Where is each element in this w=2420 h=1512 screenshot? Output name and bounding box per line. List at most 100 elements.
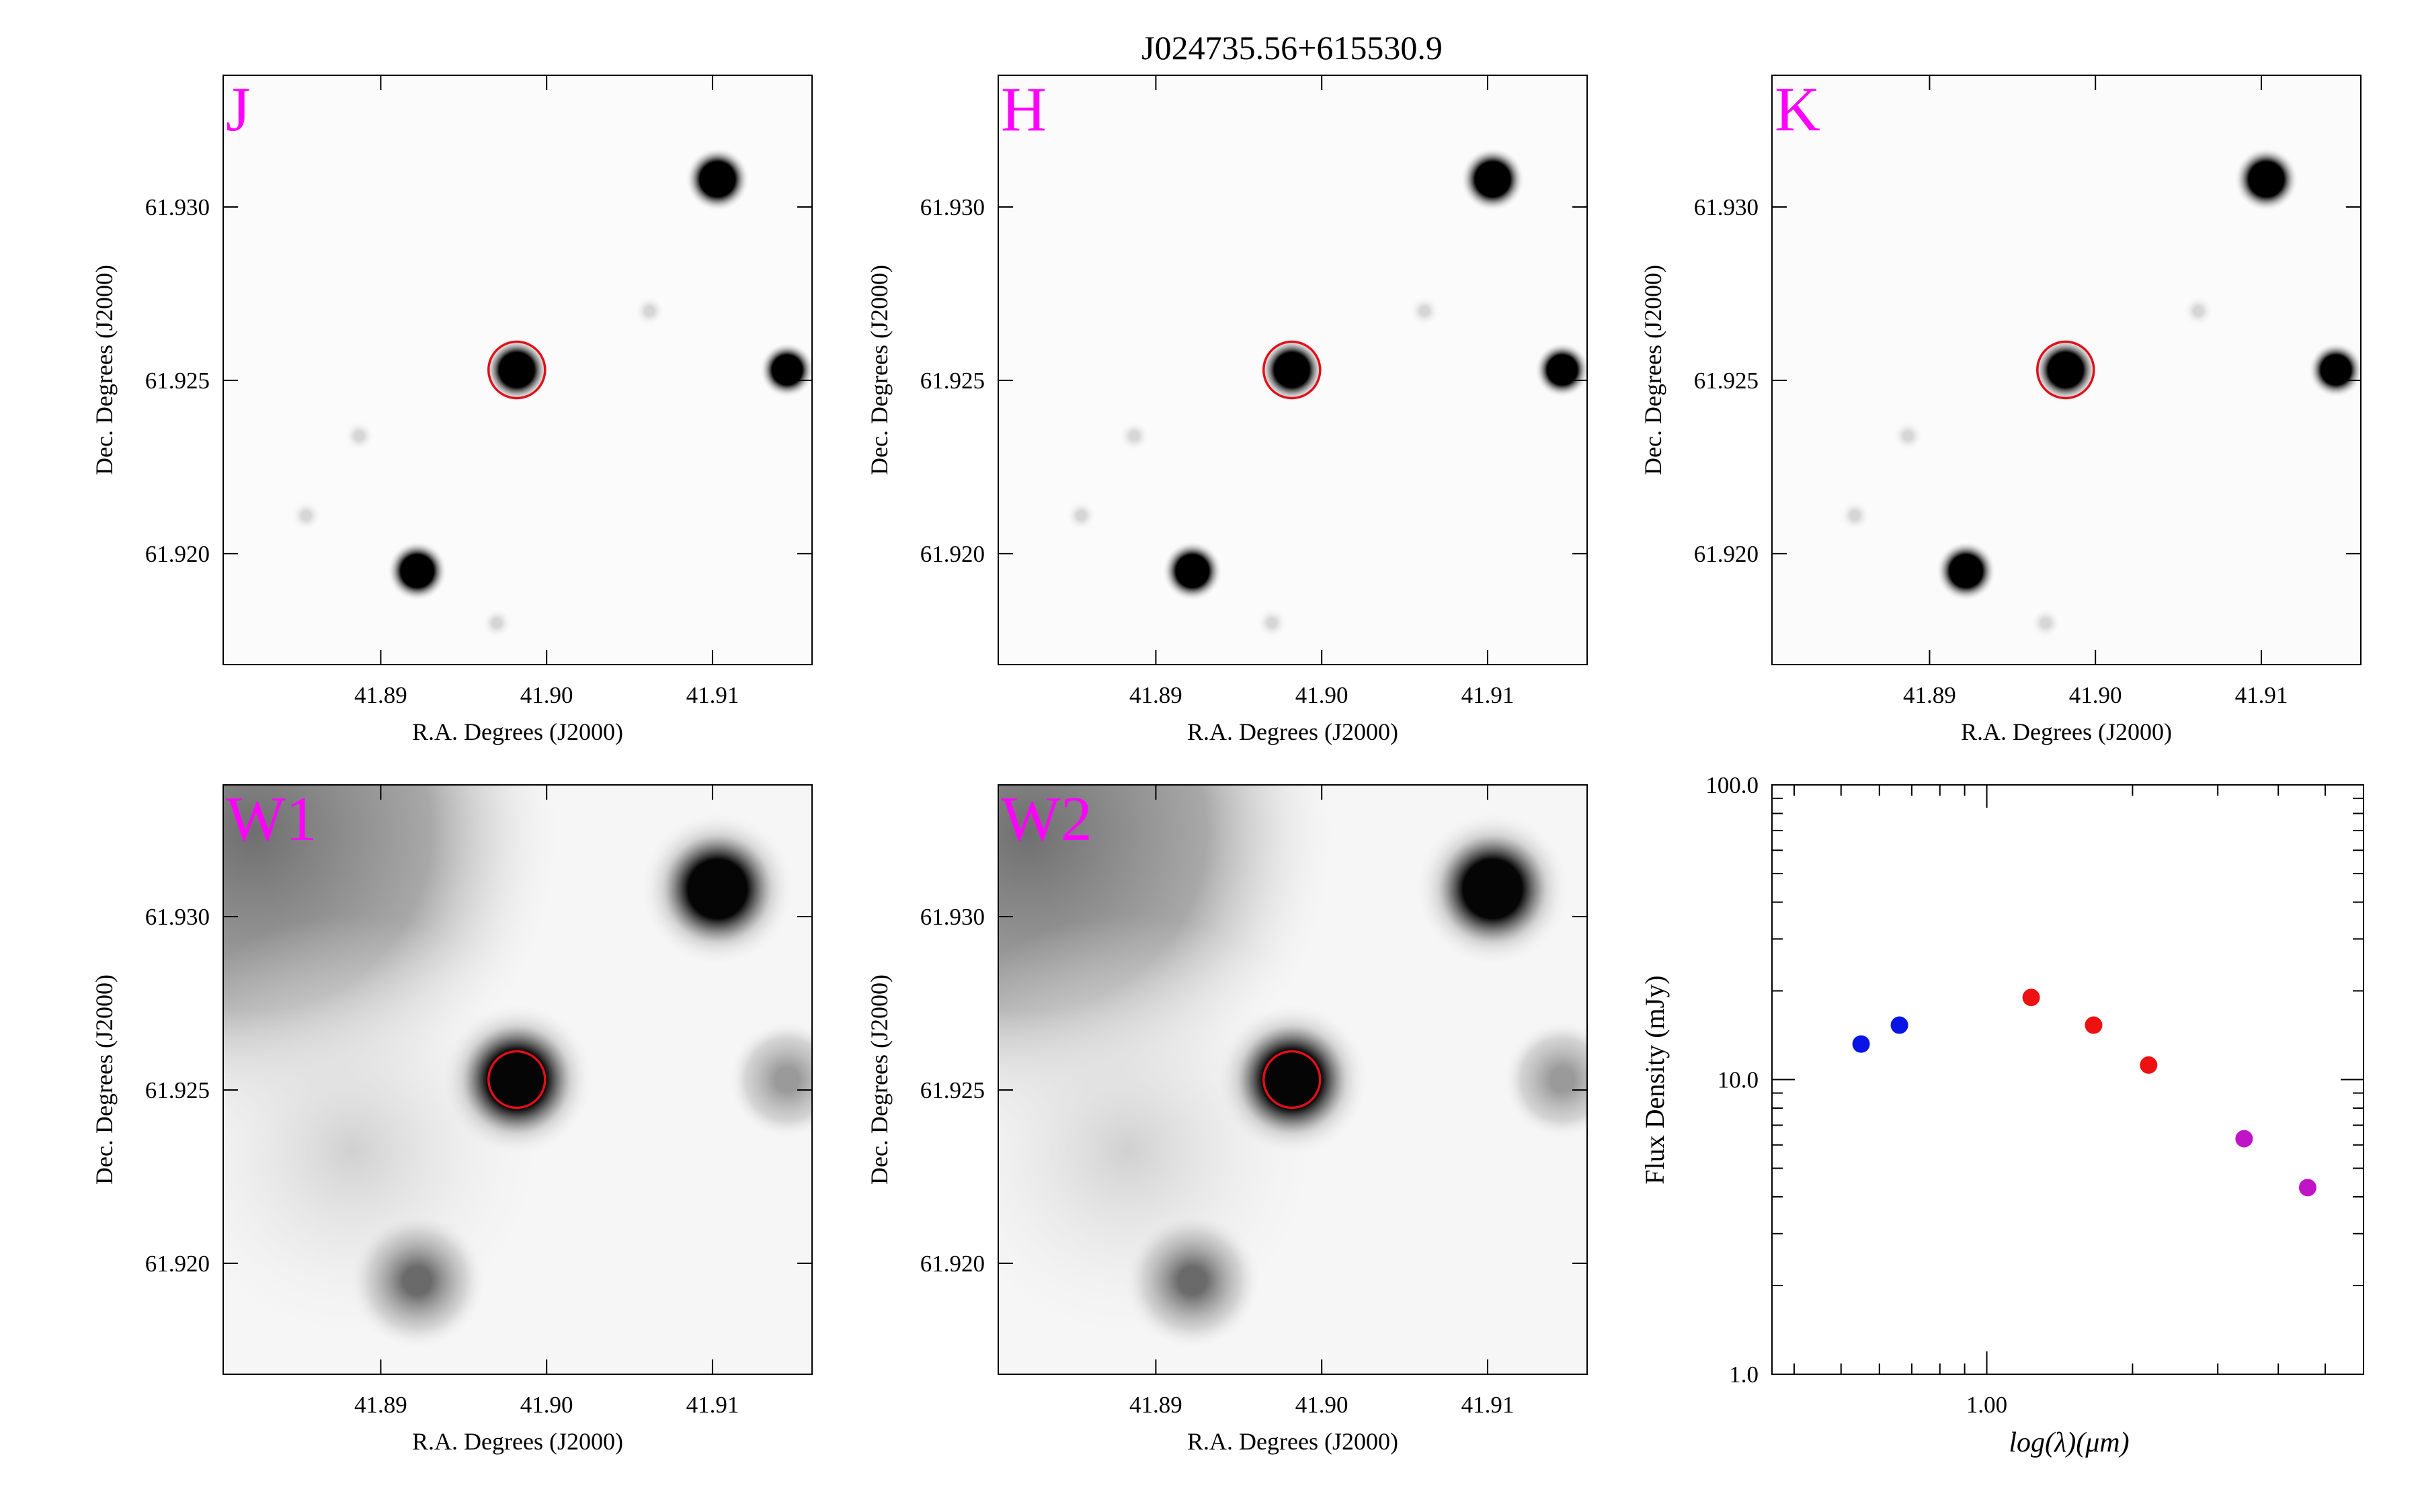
dec-tick-label: 61.920 [1694, 541, 1759, 567]
panel-frame [223, 784, 813, 1375]
band-label: H [1001, 75, 1047, 144]
sed-point [2085, 1016, 2103, 1034]
dec-axis-label: Dec. Degrees (J2000) [866, 974, 893, 1185]
dec-axis-label: Dec. Degrees (J2000) [866, 265, 893, 475]
panel-frame [223, 75, 813, 665]
star-source [1119, 421, 1150, 452]
dec-tick-label: 61.930 [920, 904, 985, 930]
ra-tick-label: 41.91 [686, 682, 739, 708]
dec-tick-label: 61.930 [145, 194, 210, 220]
sed-chart: 1.0 10.0 100.0 1.00 log(λ)(μm) Flux Density… [1640, 772, 2364, 1458]
dec-tick-label: 61.925 [1694, 368, 1759, 394]
star-source [1162, 541, 1223, 601]
star-source [1460, 147, 1525, 212]
star-source [2234, 147, 2298, 212]
dec-tick-label: 61.925 [145, 368, 210, 394]
star-source [485, 338, 549, 402]
panel-image [998, 785, 1587, 1374]
ra-tick-label: 41.91 [1461, 1392, 1515, 1418]
star-source [2033, 338, 2098, 402]
ra-tick-label: 41.89 [354, 682, 407, 708]
star-source [348, 1211, 487, 1350]
ra-axis-label: R.A. Degrees (J2000) [1961, 718, 2172, 745]
star-source [1936, 541, 1997, 601]
figure-title: J024735.56+615530.9 [1141, 29, 1443, 67]
dec-tick-label: 61.920 [145, 541, 210, 567]
ra-tick-label: 41.90 [1295, 682, 1348, 708]
dec-tick-label: 61.930 [1694, 194, 1759, 220]
star-source [1256, 607, 1287, 638]
dec-tick-label: 61.920 [145, 1251, 210, 1277]
star-source [290, 500, 321, 531]
ra-axis-label: R.A. Degrees (J2000) [412, 1428, 623, 1455]
ra-tick-label: 41.89 [1903, 682, 1956, 708]
star-source [2030, 607, 2061, 638]
dec-tick-label: 61.925 [145, 1077, 210, 1103]
target-circle [2036, 340, 2095, 400]
ra-axis-label: R.A. Degrees (J2000) [1187, 718, 1398, 745]
band-label: K [1775, 75, 1820, 144]
star-source [760, 342, 812, 398]
panel-image [223, 75, 812, 665]
star-source [1535, 342, 1587, 398]
star-source [1123, 1211, 1262, 1350]
star-source [634, 296, 665, 327]
dec-tick-label: 61.930 [145, 904, 210, 930]
panel-w1: 41.89 41.90 41.91 61.920 61.925 61.930 W1 R.A. … [91, 784, 813, 1455]
sed-x-tick-label: 1.00 [1966, 1392, 2007, 1418]
star-source [1065, 500, 1096, 531]
panel-frame [998, 784, 1588, 1375]
sed-point [1852, 1035, 1870, 1053]
star-source [2183, 296, 2214, 327]
star-source [1214, 1002, 1369, 1157]
ra-tick-label: 41.89 [354, 1392, 407, 1418]
ra-tick-label: 41.91 [1461, 682, 1515, 708]
ra-tick-label: 41.91 [686, 1392, 739, 1418]
dec-tick-label: 61.920 [920, 1251, 985, 1277]
image-panels: 41.89 41.90 41.91 61.920 61.925 61.930 J R.A. D… [91, 75, 2362, 1455]
target-circle [1262, 1050, 1322, 1109]
star-source [481, 607, 512, 638]
star-source [1415, 811, 1570, 966]
star-source [1409, 296, 1440, 327]
star-source [1892, 421, 1923, 452]
panel-k: 41.89 41.90 41.91 61.920 61.925 61.930 K R.A. D… [1640, 75, 2362, 745]
panel-w2: 41.89 41.90 41.91 61.920 61.925 61.930 W2 R.A. … [866, 784, 1588, 1455]
dec-tick-label: 61.925 [920, 1077, 985, 1103]
band-label: W2 [1001, 784, 1092, 854]
sed-xlabel: log(λ)(μm) [2009, 1427, 2129, 1458]
sed-y-tick-label: 1.0 [1729, 1361, 1759, 1388]
band-label: W1 [226, 784, 317, 854]
dec-tick-label: 61.920 [920, 541, 985, 567]
star-source [685, 147, 750, 212]
dec-axis-label: Dec. Degrees (J2000) [91, 265, 118, 475]
ra-tick-label: 41.90 [2069, 682, 2122, 708]
panel-frame [1771, 75, 2362, 665]
star-source [344, 421, 374, 452]
dec-tick-label: 61.925 [920, 368, 985, 394]
star-source [439, 1002, 594, 1157]
sed-ylabel: Flux Density (mJy) [1640, 975, 1670, 1184]
ra-tick-label: 41.91 [2235, 682, 2288, 708]
panel-h: 41.89 41.90 41.91 61.920 61.925 61.930 H R.A. D… [866, 75, 1588, 745]
ra-tick-label: 41.90 [520, 682, 573, 708]
target-circle [487, 340, 547, 400]
sed-point [2298, 1179, 2316, 1197]
sed-ticks: 1.0 10.0 100.0 1.00 [1705, 772, 2364, 1418]
star-source [387, 541, 448, 601]
target-circle [1262, 340, 1322, 400]
sed-points [1852, 989, 2316, 1197]
star-source [1503, 1020, 1587, 1139]
dec-axis-label: Dec. Degrees (J2000) [1640, 265, 1666, 475]
sed-y-tick-label: 10.0 [1718, 1067, 1759, 1093]
sed-plot-frame [1771, 784, 2364, 1375]
ra-tick-label: 41.90 [520, 1392, 573, 1418]
panel-frame [998, 75, 1588, 665]
star-source [1839, 500, 1870, 531]
ra-tick-label: 41.89 [1129, 682, 1182, 708]
star-source [728, 1020, 812, 1139]
sed-y-tick-label: 100.0 [1705, 772, 1759, 798]
target-circle [487, 1050, 547, 1109]
dec-axis-label: Dec. Degrees (J2000) [91, 974, 118, 1185]
